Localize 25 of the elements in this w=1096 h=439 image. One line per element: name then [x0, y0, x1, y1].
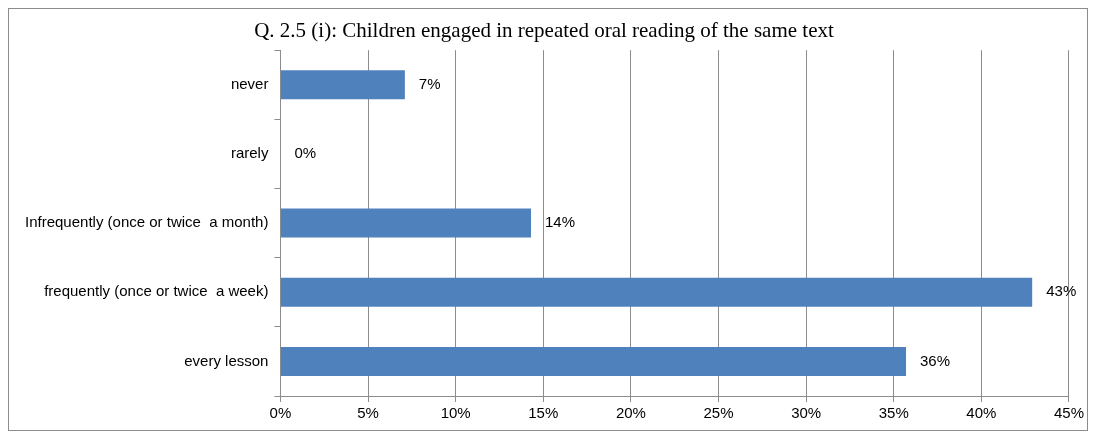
bar	[280, 277, 1033, 307]
bar	[280, 70, 405, 100]
bar	[280, 208, 532, 238]
y-tick-label: Infrequently (once or twice a month)	[25, 213, 269, 231]
data-label: 43%	[1046, 282, 1077, 300]
y-tick-label: frequently (once or twice a week)	[44, 282, 269, 300]
data-label: 14%	[545, 213, 576, 231]
x-tick-label: 10%	[440, 404, 471, 422]
x-tick-label: 15%	[528, 404, 559, 422]
chart-title: Q. 2.5 (i): Children engaged in repeated oral reading of the same text	[254, 18, 834, 43]
y-tick-label: rarely	[230, 144, 269, 162]
y-tick-label: never	[230, 74, 269, 92]
x-tick-label: 5%	[357, 404, 379, 422]
x-tick-label: 25%	[703, 404, 734, 422]
data-label: 0%	[294, 144, 317, 162]
x-tick-label: 30%	[791, 404, 822, 422]
x-tick-label: 35%	[878, 404, 909, 422]
bar	[280, 346, 907, 376]
y-tick-label: every lesson	[184, 351, 269, 369]
data-label: 7%	[418, 74, 441, 92]
x-tick-label: 0%	[269, 404, 292, 422]
x-tick-label: 45%	[1053, 404, 1084, 422]
x-tick-label: 20%	[615, 404, 646, 422]
x-tick-label: 40%	[966, 404, 997, 422]
data-label: 36%	[920, 351, 951, 369]
